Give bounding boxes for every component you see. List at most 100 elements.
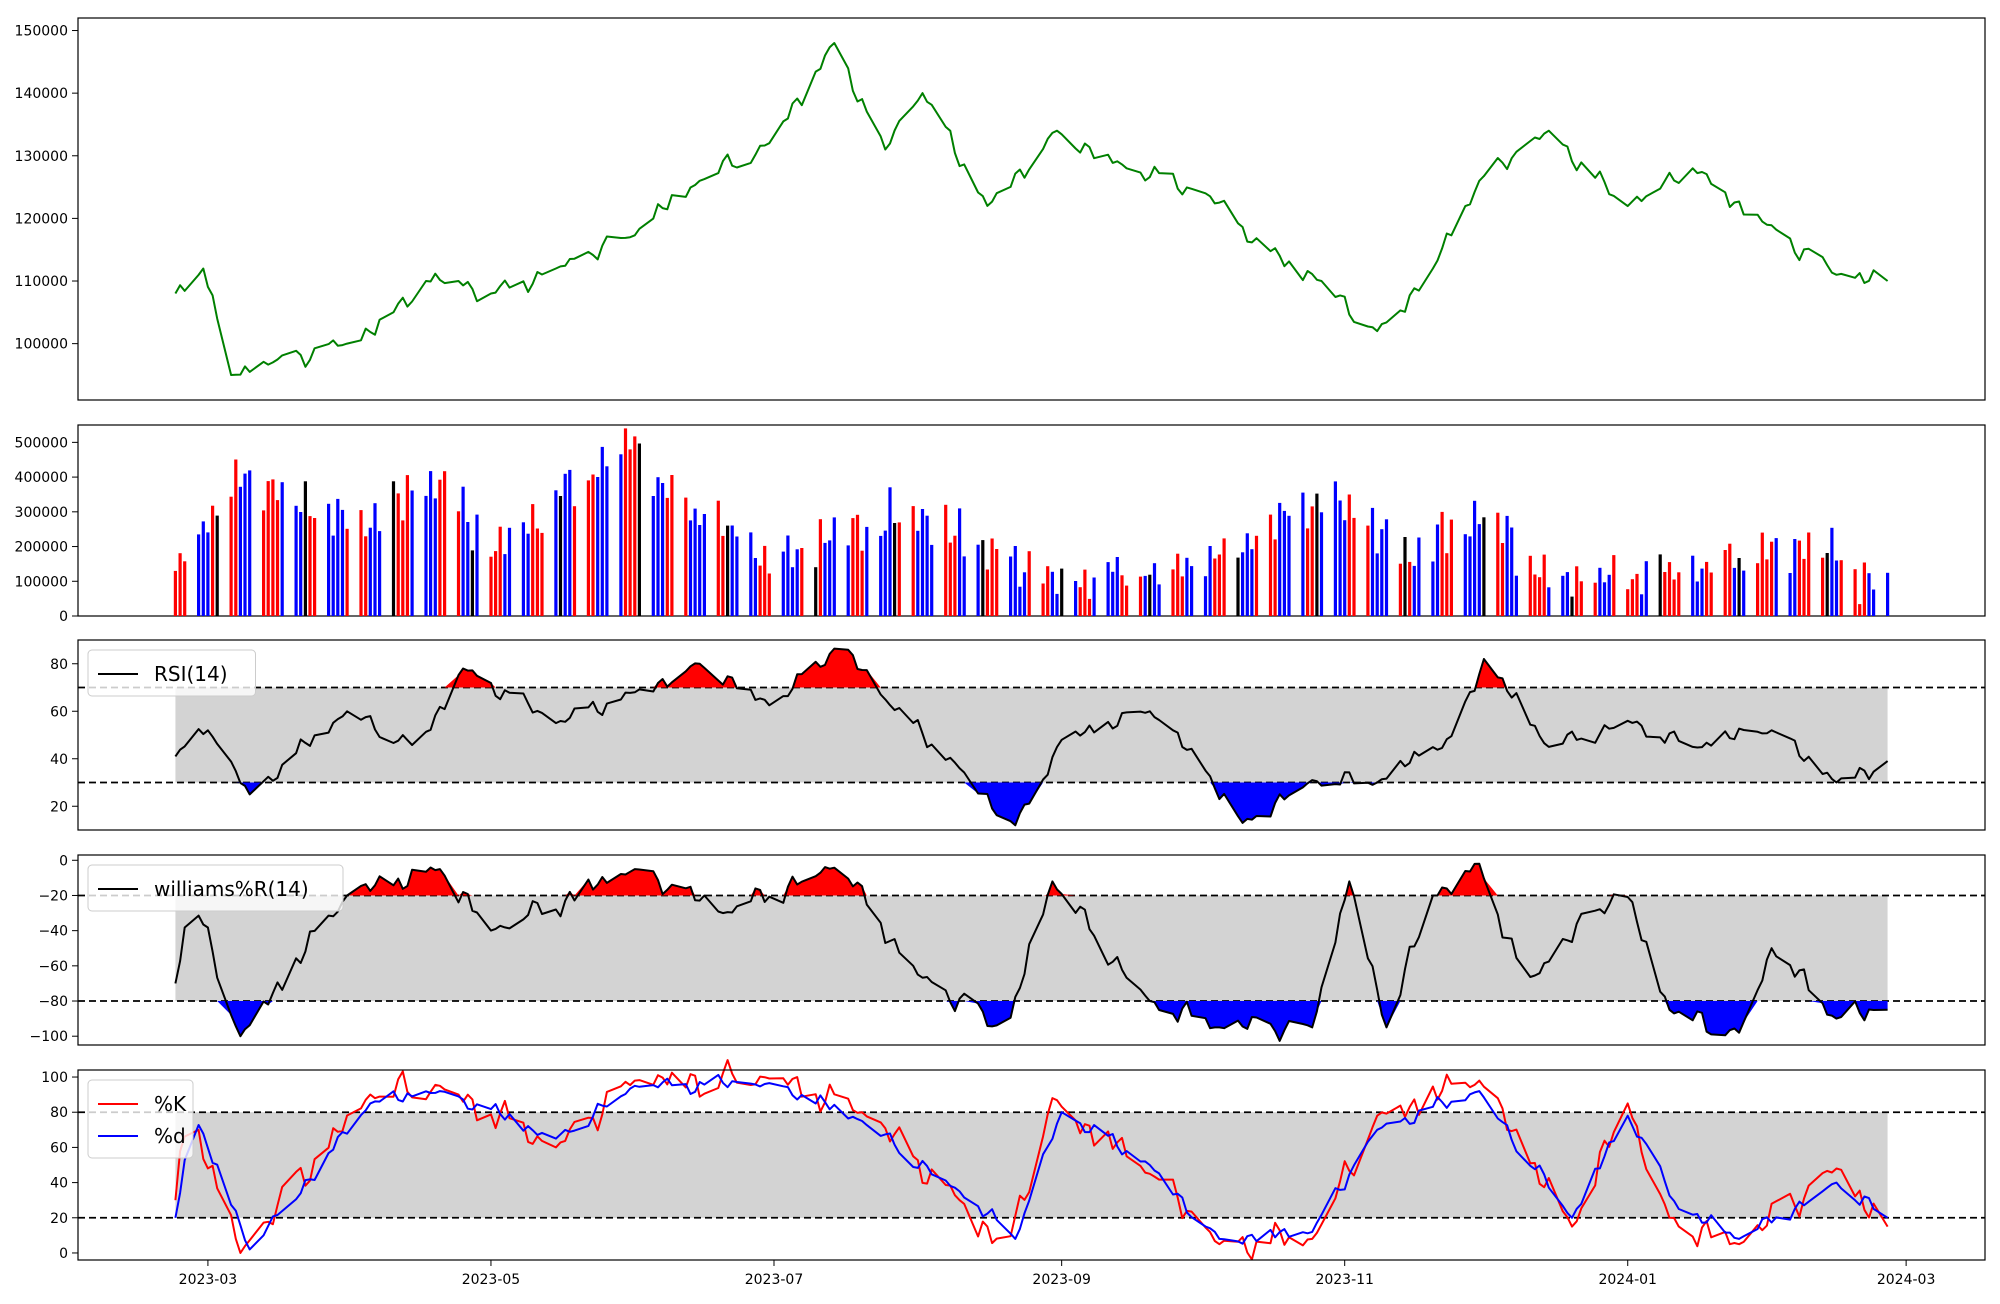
volume-bar [1867,573,1871,616]
volume-bar [1770,541,1774,616]
volume-axes-frame [77,424,1986,617]
volume-bar [443,471,447,616]
volume-bar [308,516,312,616]
price-ytick-label: 110000 [15,274,68,290]
volume-bar [1185,557,1189,616]
volume-bar [1797,540,1801,616]
volume-bar [1449,519,1453,616]
volume-bar [1078,587,1082,616]
volume-bar [1593,582,1597,616]
volume-bar [1268,514,1273,616]
williams-legend-box [87,864,344,912]
volume-bar [521,522,525,616]
volume-bar [749,532,753,616]
volume-bar [1018,586,1022,616]
volume-bar [605,466,609,616]
volume-bar [229,496,233,616]
rsi-ytick-label: 20 [50,799,68,815]
volume-bar [1561,575,1565,616]
volume-bar [563,473,567,616]
volume-bar [1872,589,1876,616]
volume-bar [1171,569,1175,616]
volume-bar [1514,575,1518,616]
volume-bar [1310,506,1314,616]
volume-bar [1213,558,1217,616]
volume-bar [275,500,280,616]
volume-bar [1598,567,1602,616]
volume-bar [600,446,604,616]
volume-bar [879,535,883,616]
xtick-label: 2024-01 [1598,1272,1657,1288]
volume-bar [1579,581,1583,616]
volume-ytick-label: 100000 [15,574,68,590]
xtick-label: 2023-07 [745,1272,804,1288]
volume-bar [183,561,187,616]
volume-bar [1241,552,1245,616]
volume-bar [888,487,892,616]
volume-bar [1203,576,1208,616]
volume-bar [1533,574,1537,616]
volume-bar [1440,511,1444,616]
volume-bar [735,536,739,616]
volume-bar [1858,604,1862,616]
stochastic-ytick-label: 100 [41,1070,68,1086]
volume-bar [1788,573,1792,616]
volume-bar [215,515,219,616]
stochastic-legend-box [87,1079,194,1159]
stochastic-ytick-label: 20 [50,1211,68,1227]
volume-bar [313,518,317,616]
volume-bar [1087,598,1092,616]
volume-bar [1723,550,1727,616]
volume-bar [1338,500,1342,616]
volume-bar [1375,553,1379,616]
volume-bar [429,471,433,616]
stochastic-band-fill [175,1112,1888,1218]
volume-bar [962,556,966,616]
volume-bar [828,540,832,616]
volume-bar [1431,561,1435,616]
volume-bar [1370,507,1375,616]
volume-bar [1343,520,1347,616]
volume-bar [698,525,702,616]
volume-bar [832,517,836,616]
volume-bar [1839,560,1843,616]
volume-bar [958,508,962,616]
volume-bar [1282,510,1286,616]
volume-bar [1217,554,1221,616]
volume-ytick-label: 200000 [15,540,68,556]
volume-bar [670,475,674,616]
volume-bar [897,522,901,616]
volume-bar [1825,553,1829,616]
volume-bar [391,481,396,616]
volume-bar [1412,565,1416,616]
volume-bar [1705,561,1709,616]
volume-bar [688,520,693,616]
volume-bar [846,545,850,616]
volume-bar [1287,515,1291,616]
volume-bar [1106,562,1110,616]
volume-bar [1672,579,1676,616]
rsi-ytick-label: 80 [50,657,68,673]
volume-bar [466,522,470,616]
volume-bar [721,535,725,616]
price-line [174,42,1889,376]
volume-bar [1190,566,1194,616]
volume-bar [665,497,669,616]
volume-bar [1148,574,1152,616]
williams-ytick-label: −40 [38,924,68,940]
volume-bar [763,545,767,616]
volume-bar [716,500,720,616]
volume-bar [758,565,762,616]
volume-bar [494,551,498,616]
volume-bar [855,514,860,616]
volume-bar [507,527,512,616]
volume-ytick-label: 0 [59,609,68,625]
volume-bar [800,548,804,616]
volume-bar [1510,527,1514,616]
volume-bar [378,531,382,616]
volume-bar [1366,525,1370,616]
volume-bar [1352,517,1356,616]
volume-bar [995,549,999,616]
volume-bar [1538,577,1542,616]
